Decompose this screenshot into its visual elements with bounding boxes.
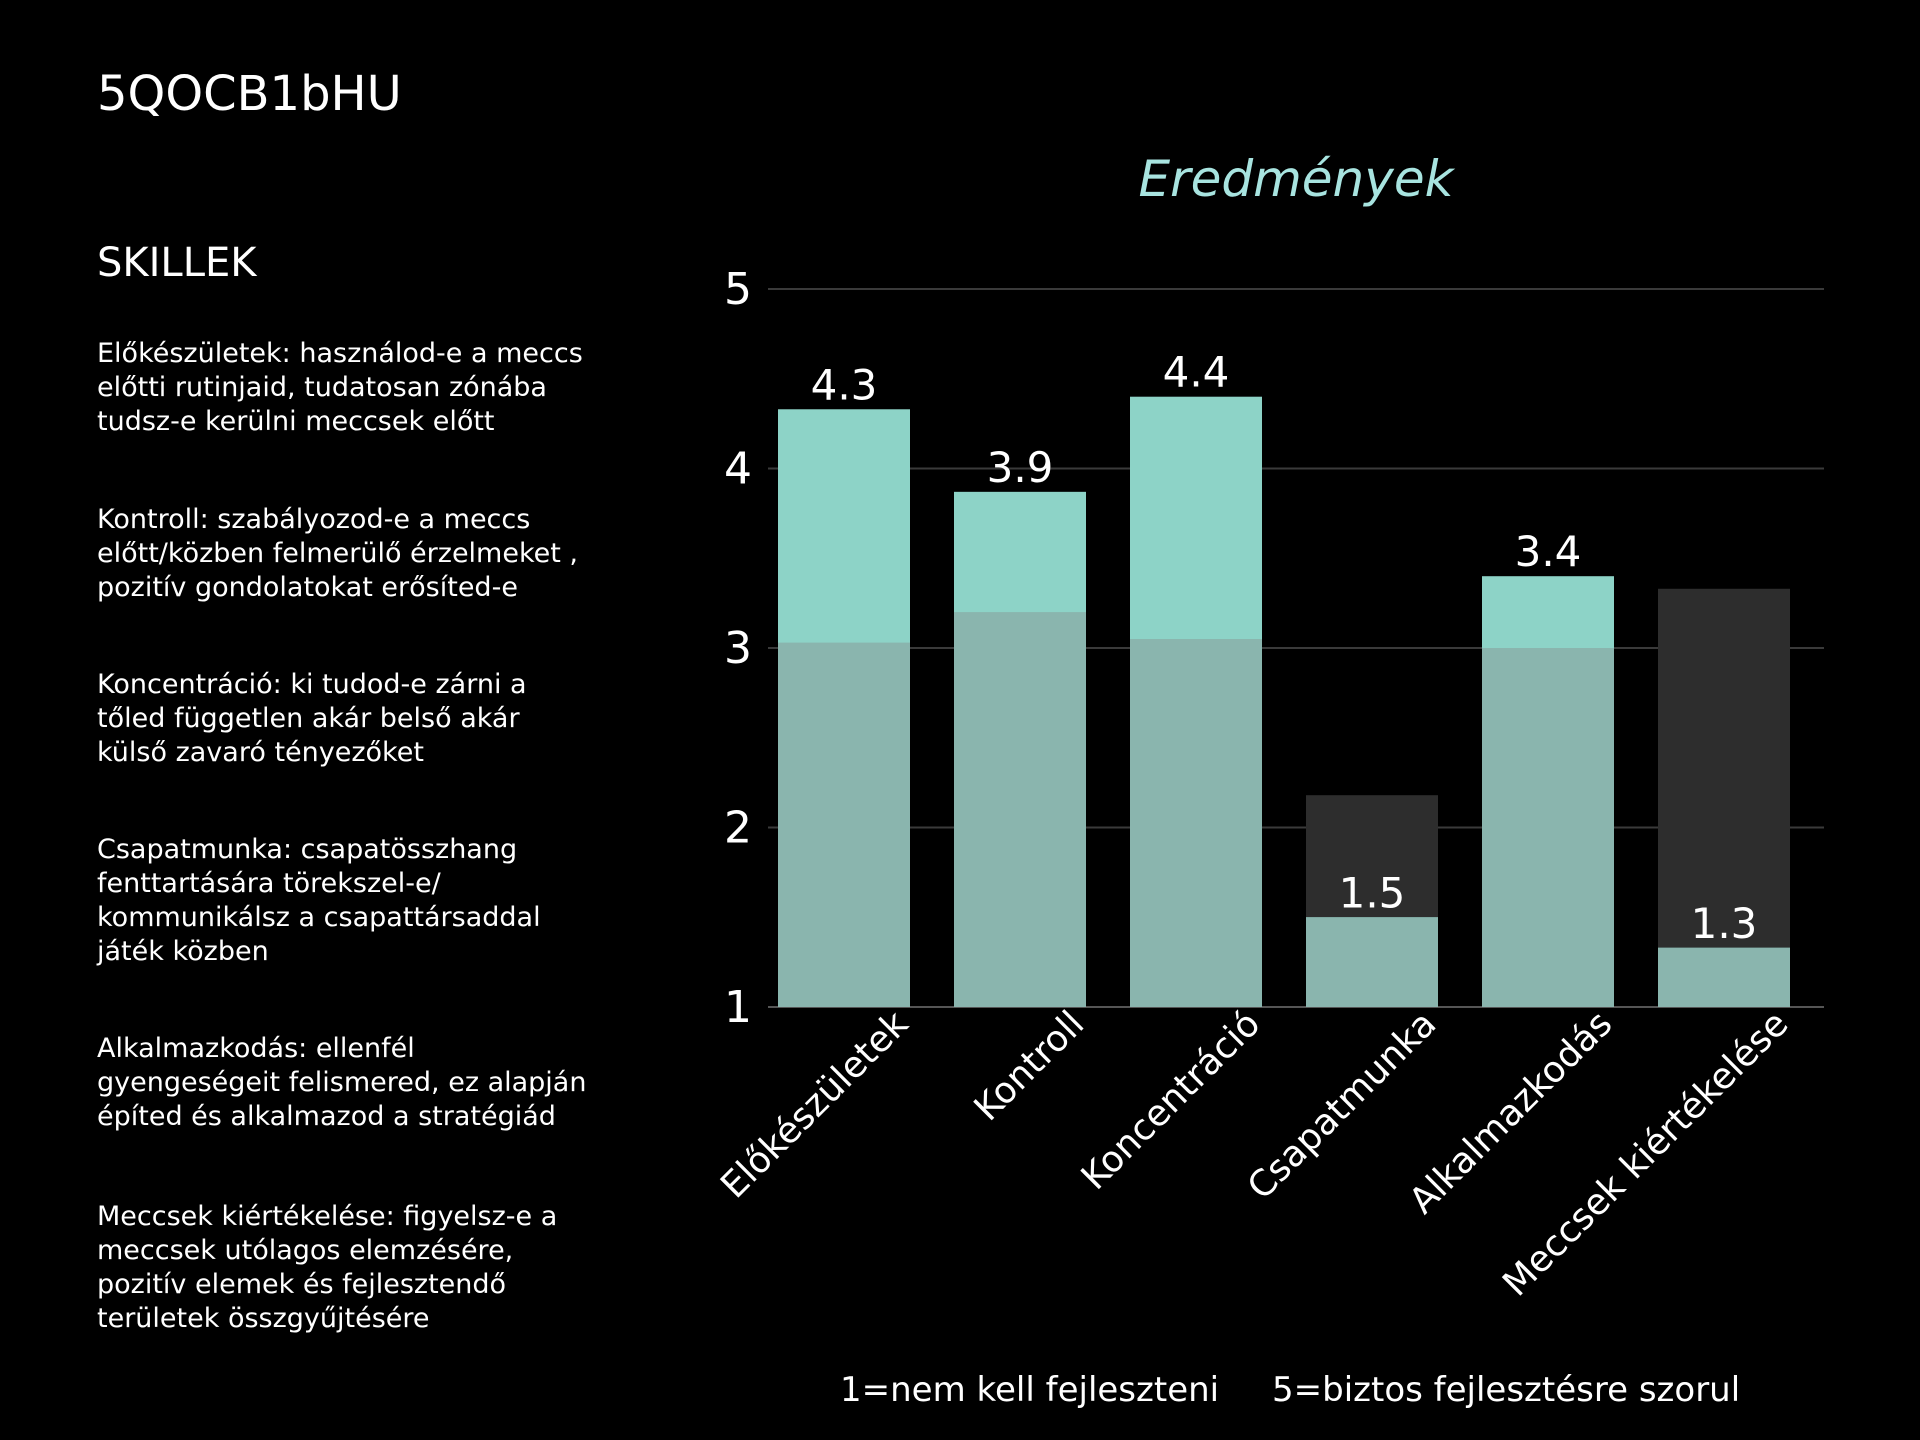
skill-desc-csapatmunka: Csapatmunka: csapatösszhang fenttartásár… bbox=[97, 834, 541, 967]
skill-desc-kontroll: Kontroll: szabályozod-e a meccs előtt/kö… bbox=[97, 504, 579, 603]
bar-overlap-5 bbox=[1658, 947, 1790, 1007]
skills-heading: SKILLEK bbox=[97, 240, 257, 286]
y-tick-label-4: 4 bbox=[724, 444, 752, 495]
bar-overlap-4 bbox=[1482, 648, 1614, 1007]
skill-desc-meccsek-kiertekelese: Meccsek kiértékelése: figyelsz-e a meccs… bbox=[97, 1201, 558, 1334]
bar-overlap-1 bbox=[954, 612, 1086, 1007]
x-category-label-1: Kontroll bbox=[967, 1003, 1093, 1129]
skill-desc-koncentracio: Koncentráció: ki tudod-e zárni a tőled f… bbox=[97, 669, 527, 768]
y-tick-label-5: 5 bbox=[724, 264, 752, 315]
bar-background-5 bbox=[1658, 588, 1790, 1007]
page-id: 5QOCB1bHU bbox=[97, 66, 402, 122]
bar-overlap-2 bbox=[1130, 639, 1262, 1007]
y-tick-label-2: 2 bbox=[724, 803, 752, 854]
bar-value-label-5: 1.3 bbox=[1691, 899, 1758, 948]
y-tick-label-3: 3 bbox=[724, 623, 752, 674]
skill-desc-alkalmazkodas: Alkalmazkodás: ellenfél gyengeségeit fel… bbox=[97, 1033, 587, 1132]
y-tick-label-1: 1 bbox=[724, 982, 752, 1033]
bar-overlap-3 bbox=[1306, 917, 1438, 1007]
skill-desc-elokeszuletek: Előkészületek: használod-e a meccs előtt… bbox=[97, 338, 583, 437]
bar-value-label-0: 4.3 bbox=[811, 360, 878, 409]
bar-value-label-4: 3.4 bbox=[1515, 527, 1582, 576]
bar-overlap-0 bbox=[778, 642, 910, 1007]
x-category-label-2: Koncentráció bbox=[1074, 1003, 1269, 1198]
x-category-label-5: Meccsek kiértékelése bbox=[1495, 1003, 1796, 1304]
chart-title: Eredmények bbox=[1138, 150, 1455, 208]
bar-value-label-2: 4.4 bbox=[1163, 348, 1230, 397]
scale-note-low: 1=nem kell fejleszteni bbox=[840, 1370, 1220, 1410]
x-category-label-0: Előkészületek bbox=[713, 1003, 916, 1206]
scale-note-high: 5=biztos fejlesztésre szorul bbox=[1272, 1370, 1741, 1410]
x-category-label-3: Csapatmunka bbox=[1240, 1003, 1444, 1207]
bar-value-label-3: 1.5 bbox=[1339, 868, 1406, 917]
bar-value-label-1: 3.9 bbox=[987, 443, 1054, 492]
